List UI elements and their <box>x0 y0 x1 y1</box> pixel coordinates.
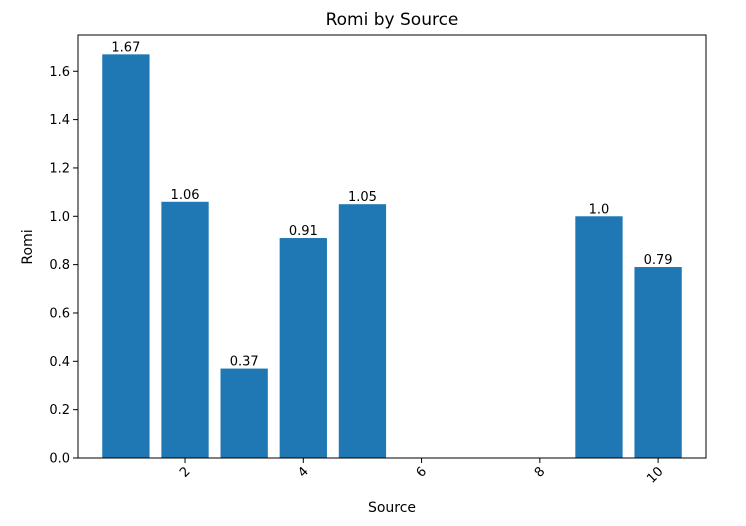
bar-source-5 <box>338 204 387 458</box>
y-tick-label: 0.8 <box>49 258 70 273</box>
x-axis-ticks: 2 4 6 8 10 <box>177 458 667 487</box>
x-tick-label: 6 <box>414 464 430 480</box>
value-label-source-3: 0.37 <box>230 355 259 370</box>
bar-source-4 <box>279 238 327 458</box>
bar-source-3 <box>220 368 268 458</box>
x-tick-label: 10 <box>644 464 666 486</box>
x-tick-label: 4 <box>295 464 311 480</box>
value-label-source-9: 1.0 <box>589 202 610 217</box>
y-tick-label: 0.6 <box>49 306 70 321</box>
y-tick-label: 0.0 <box>49 452 70 467</box>
x-tick-label: 2 <box>177 464 193 480</box>
y-axis-ticks: 0.0 0.2 0.4 0.6 0.8 1.0 1.2 1.4 1.6 <box>49 65 78 467</box>
chart-title: Romi by Source <box>326 10 459 30</box>
bar-source-10 <box>634 267 682 458</box>
y-tick-label: 1.4 <box>49 113 70 128</box>
value-label-source-1: 1.67 <box>111 40 140 55</box>
bar-source-2 <box>161 201 209 459</box>
value-labels-group: 1.67 1.06 0.37 0.91 1.05 1.0 0.79 <box>111 40 672 369</box>
plot-frame <box>77 34 707 459</box>
y-tick-label: 0.2 <box>49 403 70 418</box>
bar-source-1 <box>102 54 150 458</box>
value-label-source-5: 1.05 <box>348 190 377 205</box>
y-tick-label: 0.4 <box>49 355 70 370</box>
y-tick-label: 1.0 <box>49 210 70 225</box>
value-label-source-2: 1.06 <box>171 188 200 203</box>
y-tick-label: 1.6 <box>49 65 70 80</box>
value-label-source-10: 0.79 <box>644 253 673 268</box>
y-tick-label: 1.2 <box>49 161 70 176</box>
value-label-source-4: 0.91 <box>289 224 318 239</box>
y-axis-label: Romi <box>20 229 36 264</box>
x-tick-label: 8 <box>532 464 548 480</box>
bar-source-9 <box>575 216 623 458</box>
bars-group <box>102 54 682 459</box>
x-axis-label: Source <box>368 500 416 516</box>
